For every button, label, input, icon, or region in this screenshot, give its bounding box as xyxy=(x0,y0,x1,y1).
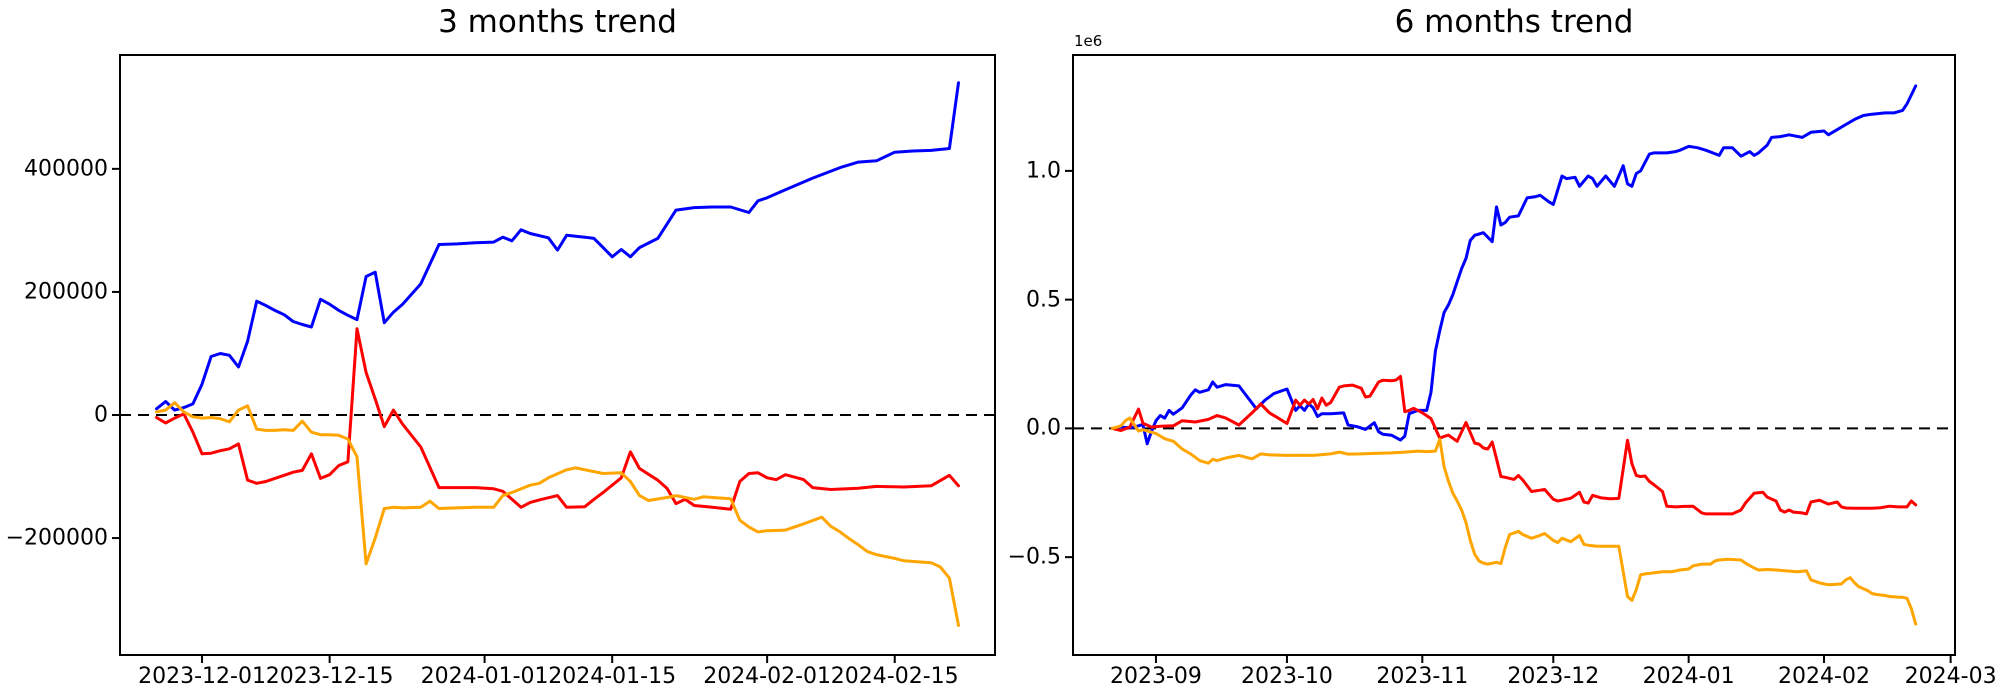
x-tick-label: 2024-01-01 xyxy=(420,664,549,689)
x-tick-label: 2023-12-01 xyxy=(138,664,266,689)
plot-border xyxy=(119,54,996,656)
x-tick-label: 2023-11 xyxy=(1376,664,1469,689)
x-tick-label: 2024-02-01 xyxy=(703,664,832,689)
y-tick-label: −200000 xyxy=(5,525,108,551)
x-tick-label: 2023-12-15 xyxy=(265,664,394,689)
chart-title-3-months: 3 months trend xyxy=(438,4,677,40)
series-line-red xyxy=(1110,374,1918,516)
y-tick-label: 1.0 xyxy=(1026,158,1061,184)
x-tick-label: 2024-01-15 xyxy=(548,664,677,689)
plot-border xyxy=(1072,54,1956,656)
plot-area-6-months xyxy=(1065,54,1956,663)
y-tick-label: 0.5 xyxy=(1026,287,1061,313)
chart-3-months-trend: 3 months trend 2023-12-01 2023-12-15 2024-… xyxy=(6,4,996,689)
x-tick-label: 2024-02-15 xyxy=(830,664,959,689)
y-tick-label: 0.0 xyxy=(1026,415,1061,441)
y-tick-label: 400000 xyxy=(24,156,108,182)
chart-6-months-trend: 6 months trend 1e6 2023-09 2023-10 2023-11… xyxy=(1008,4,1997,689)
y-tick-label: 0 xyxy=(94,402,108,428)
chart-title-6-months: 6 months trend xyxy=(1394,4,1634,40)
y-tick-label: 200000 xyxy=(24,279,108,305)
x-tick-label: 2024-02 xyxy=(1778,664,1870,689)
x-tick-label: 2024-03 xyxy=(1904,664,1997,689)
series-line-red xyxy=(155,327,960,511)
y-axis-offset-label: 1e6 xyxy=(1074,32,1103,50)
series-line-orange xyxy=(1110,416,1918,626)
series-line-orange xyxy=(155,401,960,627)
series-line-blue xyxy=(1110,84,1918,446)
series-line-blue xyxy=(155,81,960,412)
x-tick-label: 2024-01 xyxy=(1642,664,1735,689)
y-tick-label: −0.5 xyxy=(1007,544,1061,570)
plot-area-3-months xyxy=(112,54,996,663)
x-tick-label: 2023-10 xyxy=(1240,664,1333,689)
x-tick-label: 2023-09 xyxy=(1109,664,1202,689)
x-tick-label: 2023-12 xyxy=(1507,664,1600,689)
